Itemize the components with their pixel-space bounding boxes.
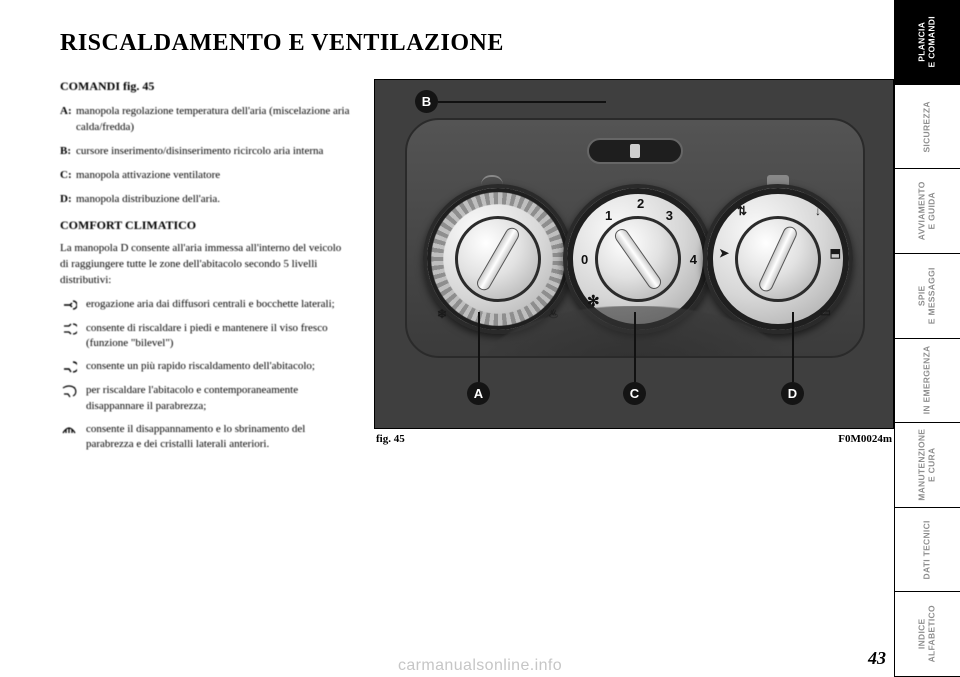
callout-line xyxy=(634,312,636,382)
defrost-small-icon: ❄ xyxy=(437,307,447,322)
chapter-tabs: PLANCIA E COMANDI SICUREZZA AVVIAMENTO E… xyxy=(894,0,960,677)
control-key: B: xyxy=(60,144,76,160)
dist-item: erogazione aria dai diffusori centrali e… xyxy=(60,297,350,313)
fan-scale-4: 4 xyxy=(690,252,697,267)
control-def-c: C: manopola attivazione ventilatore xyxy=(60,168,350,184)
dial-knob xyxy=(735,216,821,302)
dist-text: consente il disappannamento e lo sbrinam… xyxy=(86,422,350,453)
control-text: cursore inserimento/disinserimento ricir… xyxy=(76,144,350,160)
fan-scale-2: 2 xyxy=(637,196,644,211)
callout-line xyxy=(438,101,606,103)
callout-line xyxy=(478,312,480,382)
control-key: C: xyxy=(60,168,76,184)
control-text: manopola attivazione ventilatore xyxy=(76,168,350,184)
tab-avviamento-guida[interactable]: AVVIAMENTO E GUIDA xyxy=(895,169,960,254)
comfort-heading: COMFORT CLIMATICO xyxy=(60,218,350,233)
dist-item: per riscaldare l'abitacolo e contemporan… xyxy=(60,383,350,414)
dist-text: consente un più rapido riscaldamento del… xyxy=(86,359,315,374)
figure-caption: fig. 45 xyxy=(376,433,405,445)
controls-heading: COMANDI fig. 45 xyxy=(60,79,350,94)
page-title: RISCALDAMENTO E VENTILAZIONE xyxy=(60,30,960,57)
vent-bilevel-icon xyxy=(60,321,78,337)
control-def-b: B: cursore inserimento/disinserimento ri… xyxy=(60,144,350,160)
knob-pointer xyxy=(474,225,521,293)
vent-defrost-icon xyxy=(60,422,78,438)
dist-feet-icon: ↓ xyxy=(815,204,821,219)
fan-scale-0: 0 xyxy=(581,252,588,267)
tab-dati-tecnici[interactable]: DATI TECNICI xyxy=(895,508,960,593)
text-column: COMANDI fig. 45 A: manopola regolazione … xyxy=(60,79,350,461)
fan-scale-3: 3 xyxy=(666,208,673,223)
tab-indice-alfabetico[interactable]: INDICE ALFABETICO xyxy=(895,592,960,677)
dist-feet-defrost-icon: ⬒ xyxy=(830,246,841,261)
tab-sicurezza[interactable]: SICUREZZA xyxy=(895,85,960,170)
vent-feet-defrost-icon xyxy=(60,383,78,399)
dist-defrost-icon: ▭ xyxy=(820,305,831,320)
control-key: A: xyxy=(60,104,76,136)
fan-scale-1: 1 xyxy=(605,208,612,223)
distribution-list: erogazione aria dai diffusori centrali e… xyxy=(60,297,350,453)
control-key: D: xyxy=(60,192,76,208)
page-number: 43 xyxy=(868,648,886,669)
comfort-paragraph: La manopola D consente all'aria immessa … xyxy=(60,241,350,289)
callout-a: A xyxy=(467,382,490,405)
tab-manutenzione-cura[interactable]: MANUTENZIONE E CURA xyxy=(895,423,960,508)
figure-column: ❄ ♨ 0 1 2 3 4 ✻ xyxy=(374,79,894,461)
figure-caption-row: fig. 45 F0M0024m xyxy=(374,433,894,445)
dist-text: consente di riscaldare i piedi e mantene… xyxy=(86,321,350,352)
callout-line xyxy=(792,312,794,382)
dist-face-icon: ➤ xyxy=(719,246,729,261)
vent-face-icon xyxy=(60,297,78,313)
dist-text: erogazione aria dai diffusori centrali e… xyxy=(86,297,335,312)
content-area: COMANDI fig. 45 A: manopola regolazione … xyxy=(60,79,960,461)
controls-definition-list: A: manopola regolazione temperatura dell… xyxy=(60,104,350,208)
figure-45: ❄ ♨ 0 1 2 3 4 ✻ xyxy=(374,79,894,429)
callout-d: D xyxy=(781,382,804,405)
vent-feet-icon xyxy=(60,359,78,375)
recirculation-slider xyxy=(587,138,683,164)
figure-image-code: F0M0024m xyxy=(838,433,892,445)
dist-bilevel-icon: ⇅ xyxy=(737,204,747,219)
control-text: manopola distribuzione dell'aria. xyxy=(76,192,350,208)
dist-item: consente un più rapido riscaldamento del… xyxy=(60,359,350,375)
control-def-d: D: manopola distribuzione dell'aria. xyxy=(60,192,350,208)
manual-page: RISCALDAMENTO E VENTILAZIONE COMANDI fig… xyxy=(0,0,960,677)
watermark: carmanualsonline.info xyxy=(398,657,562,675)
tab-plancia-comandi[interactable]: PLANCIA E COMANDI xyxy=(895,0,960,85)
control-text: manopola regolazione temperatura dell'ar… xyxy=(76,104,350,136)
dial-knob xyxy=(595,216,681,302)
dial-knob xyxy=(455,216,541,302)
dist-item: consente il disappannamento e lo sbrinam… xyxy=(60,422,350,453)
knob-pointer xyxy=(757,224,799,293)
control-def-a: A: manopola regolazione temperatura dell… xyxy=(60,104,350,136)
callout-c: C xyxy=(623,382,646,405)
callout-b: B xyxy=(415,90,438,113)
dist-item: consente di riscaldare i piedi e mantene… xyxy=(60,321,350,352)
tab-in-emergenza[interactable]: IN EMERGENZA xyxy=(895,339,960,424)
dist-text: per riscaldare l'abitacolo e contemporan… xyxy=(86,383,350,414)
tab-spie-messaggi[interactable]: SPIE E MESSAGGI xyxy=(895,254,960,339)
knob-pointer xyxy=(612,226,664,291)
